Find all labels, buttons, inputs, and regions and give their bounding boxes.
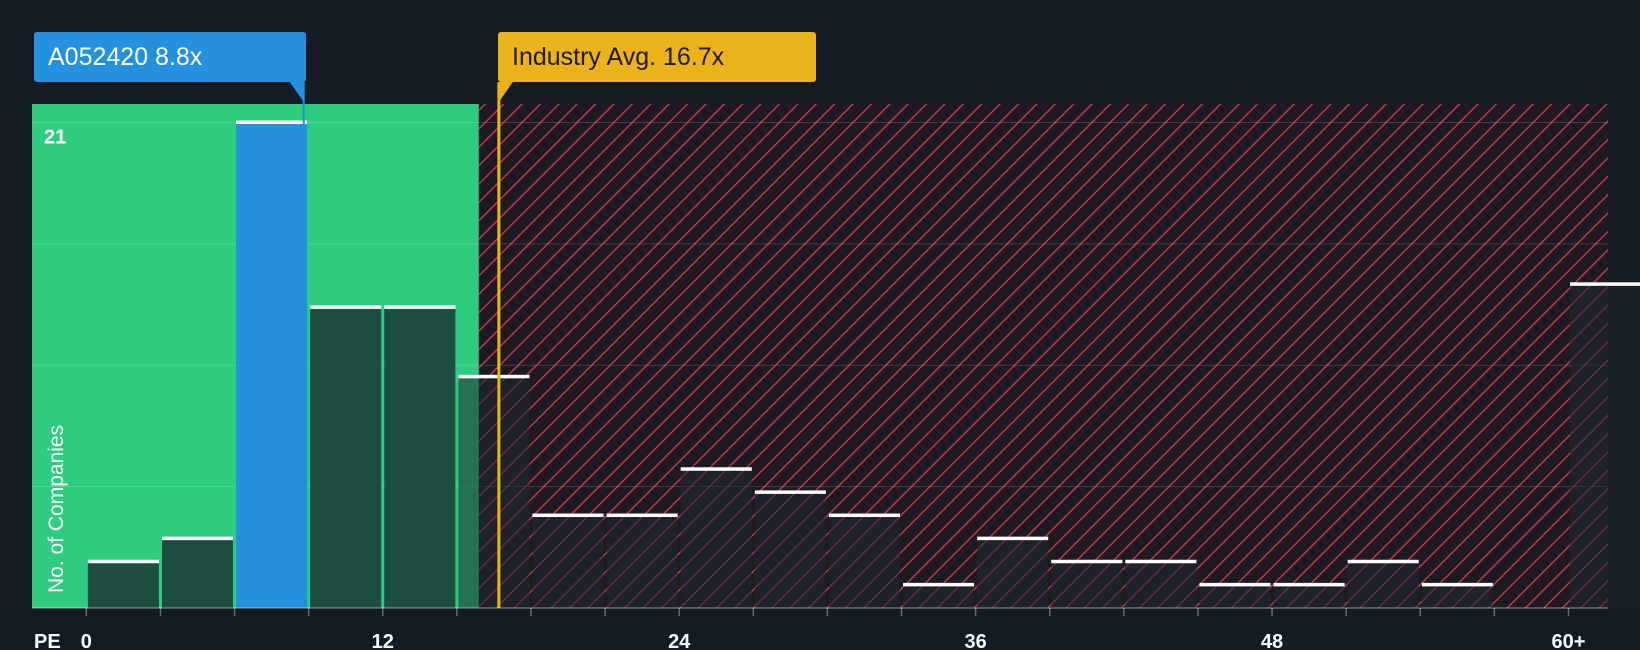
bar-cap-pe-9 bbox=[310, 305, 382, 309]
bar-pe-18 bbox=[532, 515, 604, 608]
bar-pe-27 bbox=[754, 492, 826, 608]
company-pe-callout: A052420 8.8x bbox=[34, 32, 306, 82]
bar-pe-21 bbox=[606, 515, 678, 608]
bar-cap-pe-6 bbox=[236, 120, 308, 124]
bar-cap-pe-27 bbox=[754, 490, 826, 494]
histogram-bars bbox=[87, 120, 1640, 608]
bar-pe-48 bbox=[1273, 584, 1345, 608]
bar-cap-pe-12 bbox=[384, 305, 456, 309]
x-tick-label: 36 bbox=[964, 631, 986, 650]
bar-cap-pe-21 bbox=[606, 513, 678, 518]
bar-cap-pe-3 bbox=[161, 536, 234, 541]
bar-cap-pe-54 bbox=[1421, 582, 1493, 587]
bar-cap-pe-51 bbox=[1347, 559, 1419, 564]
x-tick-label: 12 bbox=[372, 631, 394, 650]
bar-pe-45 bbox=[1199, 584, 1271, 608]
x-axis-label: PE bbox=[34, 631, 61, 650]
bar-cap-pe-18 bbox=[532, 513, 604, 518]
x-tick-label: 60+ bbox=[1552, 631, 1586, 650]
bar-cap-pe-15 bbox=[458, 374, 530, 379]
bar-pe-54 bbox=[1421, 584, 1493, 608]
bar-cap-pe-0 bbox=[87, 559, 159, 564]
axes: 0 12 24 36 48 60+ PE 21 No. of Companies bbox=[32, 126, 1608, 650]
bar-pe-6 bbox=[236, 122, 308, 608]
bar-pe-36 bbox=[977, 538, 1049, 608]
bar-pe-0 bbox=[87, 561, 159, 608]
bar-pe-60 bbox=[1569, 284, 1640, 608]
bar-pe-12 bbox=[384, 307, 456, 608]
industry-avg-callout: Industry Avg. 16.7x bbox=[498, 32, 816, 82]
industry-callout-pointer bbox=[498, 82, 513, 102]
y-axis-label: No. of Companies bbox=[45, 425, 68, 593]
bar-pe-3 bbox=[161, 538, 234, 608]
pe-markers bbox=[289, 82, 513, 608]
x-tick-label: 48 bbox=[1261, 631, 1283, 650]
bar-pe-15 bbox=[458, 376, 530, 608]
bar-cap-pe-42 bbox=[1125, 559, 1197, 564]
x-tick-label: 24 bbox=[668, 631, 691, 650]
company-callout-pointer bbox=[289, 82, 304, 102]
bar-pe-33 bbox=[903, 584, 975, 608]
bar-cap-pe-30 bbox=[828, 513, 901, 518]
bar-cap-pe-24 bbox=[680, 467, 752, 471]
bar-pe-51 bbox=[1347, 561, 1419, 608]
bar-pe-24 bbox=[680, 469, 752, 608]
bar-cap-pe-48 bbox=[1273, 582, 1345, 587]
y-tick-label: 21 bbox=[44, 126, 66, 148]
bar-pe-42 bbox=[1125, 561, 1197, 608]
bar-cap-pe-33 bbox=[903, 582, 975, 587]
x-tick-label: 0 bbox=[81, 631, 92, 650]
bar-pe-39 bbox=[1051, 561, 1123, 608]
bar-pe-30 bbox=[828, 515, 901, 608]
bar-cap-pe-36 bbox=[977, 536, 1049, 541]
bar-cap-pe-45 bbox=[1199, 582, 1271, 587]
bar-cap-pe-60 bbox=[1569, 282, 1640, 286]
bar-pe-9 bbox=[310, 307, 382, 608]
bar-cap-pe-39 bbox=[1051, 559, 1123, 564]
